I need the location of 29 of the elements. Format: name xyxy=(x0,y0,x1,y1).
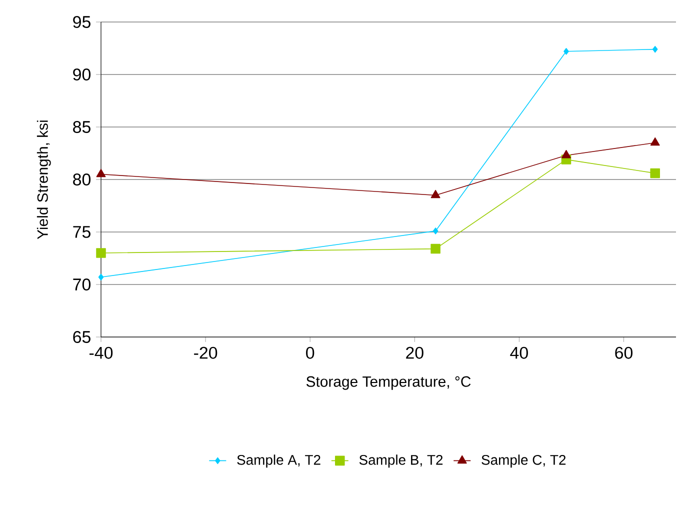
point xyxy=(430,244,440,254)
x-tick-label: 20 xyxy=(406,346,424,359)
legend-label: Sample C, T2 xyxy=(482,454,566,468)
point xyxy=(432,228,438,234)
x-tick-label: -20 xyxy=(194,346,218,359)
x-tick-label: 40 xyxy=(510,346,528,359)
point xyxy=(652,46,658,53)
point xyxy=(98,274,104,281)
y-axis-title: Yield Strength, ksi xyxy=(36,120,51,240)
y-tick-label: 95 xyxy=(73,16,90,28)
x-tick-label: 0 xyxy=(306,346,314,359)
legend-label: Sample B, T2 xyxy=(359,454,443,468)
point xyxy=(650,137,660,146)
y-tick-label: 90 xyxy=(73,68,91,81)
point xyxy=(564,48,569,55)
x-tick-label: -40 xyxy=(90,346,113,359)
y-tick-label: 70 xyxy=(73,278,91,291)
x-tick-label: 60 xyxy=(615,346,632,359)
point xyxy=(562,150,571,158)
y-tick-label: 75 xyxy=(73,226,90,238)
point xyxy=(430,190,440,198)
point xyxy=(96,248,106,258)
y-tick-label: 65 xyxy=(73,331,90,344)
point xyxy=(650,168,660,178)
y-tick-label: 85 xyxy=(73,121,90,134)
y-tick-label: 80 xyxy=(73,174,91,186)
point xyxy=(96,168,106,178)
legend-label: Sample A, T2 xyxy=(237,454,320,468)
x-axis-title: Storage Temperature, °C xyxy=(306,376,471,390)
